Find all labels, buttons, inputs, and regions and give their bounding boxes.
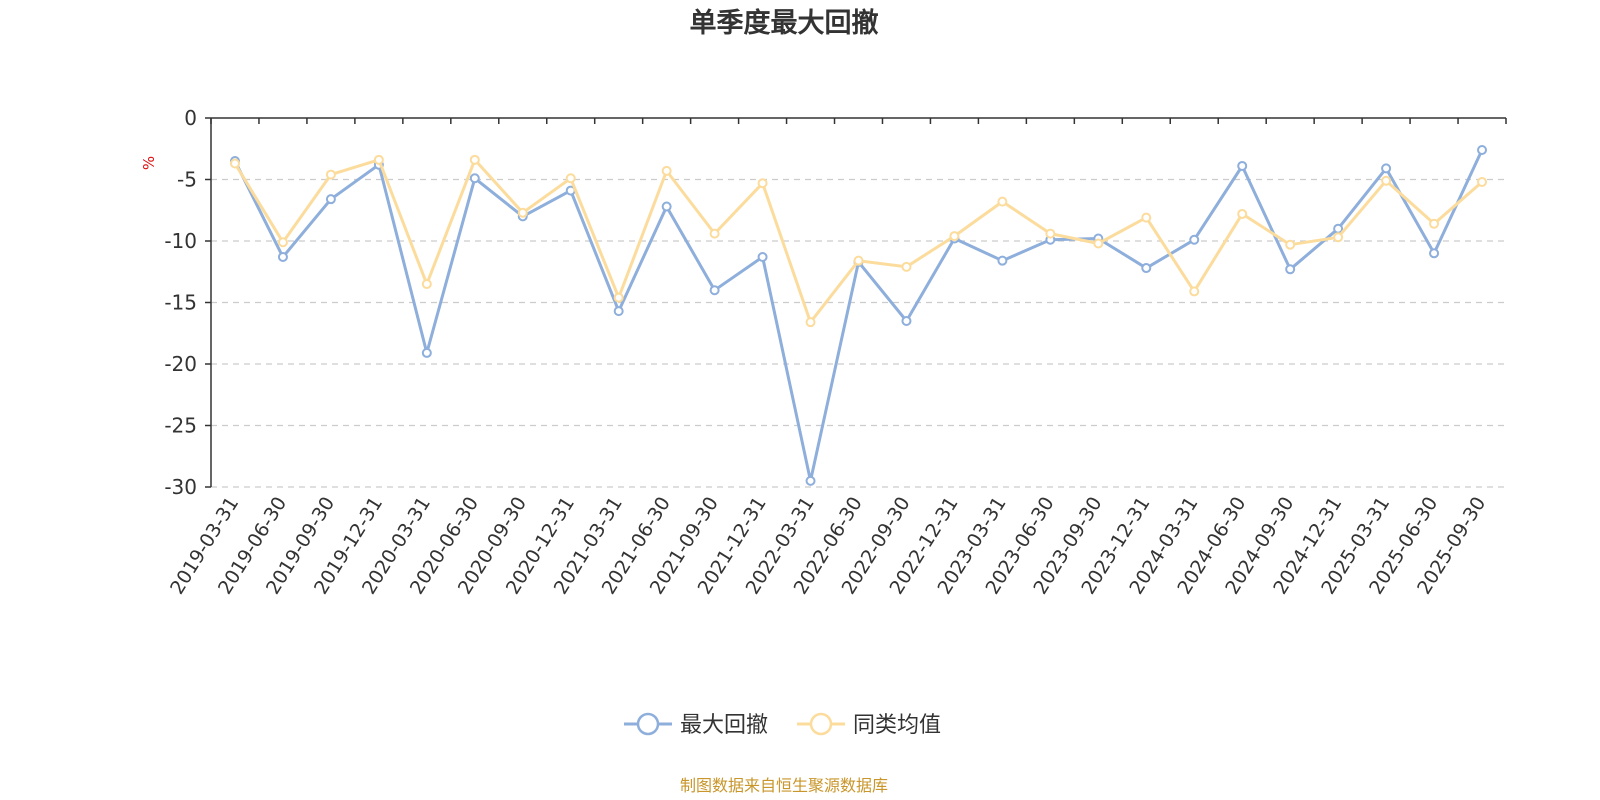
data-point[interactable]: [757, 251, 768, 262]
data-point[interactable]: [1189, 234, 1200, 245]
data-point[interactable]: [1285, 264, 1296, 275]
data-point[interactable]: [613, 306, 624, 317]
legend-item[interactable]: 同类均值: [797, 712, 941, 738]
data-point[interactable]: [565, 173, 576, 184]
data-point[interactable]: [229, 158, 240, 169]
data-point[interactable]: [325, 169, 336, 180]
data-point[interactable]: [949, 231, 960, 242]
data-point[interactable]: [1045, 228, 1056, 239]
data-point[interactable]: [805, 317, 816, 328]
data-point[interactable]: [1093, 238, 1104, 249]
data-point[interactable]: [901, 315, 912, 326]
legend-circle-icon: [809, 712, 833, 736]
data-point[interactable]: [1333, 232, 1344, 243]
y-axis-unit: %: [140, 156, 158, 170]
legend-label: 最大回撤: [680, 713, 768, 738]
y-tick-label: -30: [164, 475, 197, 499]
legend[interactable]: 最大回撤 同类均值: [624, 712, 941, 738]
legend-item[interactable]: 最大回撤: [624, 712, 768, 738]
data-point[interactable]: [901, 261, 912, 272]
data-point[interactable]: [1333, 223, 1344, 234]
data-point[interactable]: [277, 251, 288, 262]
data-point[interactable]: [1141, 212, 1152, 223]
data-point[interactable]: [853, 255, 864, 266]
y-tick-label: -20: [164, 352, 197, 376]
data-point[interactable]: [325, 194, 336, 205]
series-group: [229, 144, 1488, 486]
legend-circle-icon: [636, 712, 660, 736]
series-line: [233, 149, 1484, 483]
x-tick-labels: 2019-03-312019-06-302019-09-302019-12-31…: [166, 493, 1490, 598]
data-point[interactable]: [1141, 263, 1152, 274]
data-point[interactable]: [661, 201, 672, 212]
data-point[interactable]: [1237, 160, 1248, 171]
data-point[interactable]: [997, 255, 1008, 266]
y-tick-label: -15: [164, 291, 197, 315]
data-point[interactable]: [1477, 144, 1488, 155]
data-point[interactable]: [805, 475, 816, 486]
series-1: [229, 144, 1488, 486]
data-point[interactable]: [1381, 163, 1392, 174]
data-point[interactable]: [1381, 175, 1392, 186]
data-point[interactable]: [1285, 239, 1296, 250]
chart-title: 单季度最大回撤: [690, 7, 879, 39]
data-point[interactable]: [709, 228, 720, 239]
data-point[interactable]: [709, 285, 720, 296]
data-point[interactable]: [613, 292, 624, 303]
data-point[interactable]: [277, 237, 288, 248]
data-point[interactable]: [421, 279, 432, 290]
y-tick-label: -10: [164, 229, 197, 253]
data-point[interactable]: [421, 347, 432, 358]
y-tick-label: 0: [184, 106, 197, 130]
data-point[interactable]: [373, 154, 384, 165]
y-tick-label: -5: [177, 168, 197, 192]
data-point[interactable]: [469, 154, 480, 165]
source-note: 制图数据来自恒生聚源数据库: [680, 776, 888, 795]
data-point[interactable]: [1477, 176, 1488, 187]
y-tick-label: -25: [164, 414, 197, 438]
data-point[interactable]: [661, 165, 672, 176]
series-2: [229, 154, 1488, 328]
legend-label: 同类均值: [853, 713, 941, 738]
y-tick-labels: 0 -5 -10 -15 -20 -25 -30: [164, 106, 197, 499]
data-point[interactable]: [1237, 208, 1248, 219]
data-point[interactable]: [757, 178, 768, 189]
data-point[interactable]: [1189, 286, 1200, 297]
data-point[interactable]: [1429, 218, 1440, 229]
data-point[interactable]: [997, 196, 1008, 207]
axes: [205, 117, 1507, 488]
data-point[interactable]: [1429, 248, 1440, 259]
data-point[interactable]: [517, 207, 528, 218]
data-point[interactable]: [469, 173, 480, 184]
